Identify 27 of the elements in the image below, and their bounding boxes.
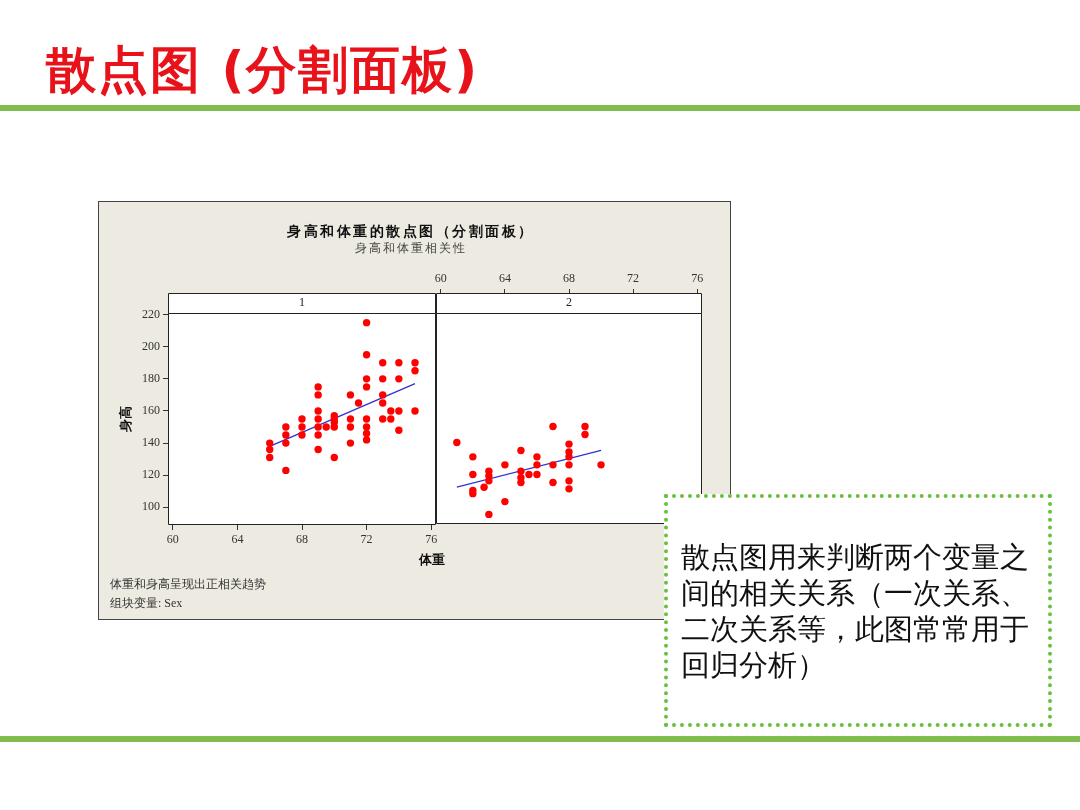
x-tick-label: 68 <box>296 532 308 547</box>
y-tick-label: 160 <box>142 403 160 418</box>
x-axis-title: 体重 <box>418 552 445 568</box>
y-tick-label: 220 <box>142 306 160 321</box>
x-tick-label: 76 <box>691 270 704 285</box>
x-tick-label: 60 <box>166 532 179 547</box>
text: 身高和体重相关性 <box>354 240 468 256</box>
text: 身高和体重的散点图（分割面板） <box>286 222 536 240</box>
y-tick-label: 120 <box>142 467 160 482</box>
text: 散点图 (分割面板) <box>46 41 480 99</box>
x-tick-label: 64 <box>498 270 511 285</box>
text: 组块变量: Sex <box>110 596 183 611</box>
text: 体重和身高呈现出正相关趋势 <box>110 577 266 592</box>
x-tick-label: 76 <box>425 532 438 547</box>
x-tick-label: 68 <box>563 270 575 285</box>
x-tick-label: 72 <box>360 532 373 547</box>
x-tick-label: 64 <box>231 532 244 547</box>
y-axis-title: 身高 <box>118 406 134 433</box>
text: 散点图用来判断两个变量之间的相关关系（一次关系、二次关系等，此图常常用于回归分析） <box>681 539 1030 683</box>
y-tick-label: 140 <box>142 435 160 450</box>
chart-title: 2 <box>566 295 572 310</box>
y-tick-label: 100 <box>142 499 160 514</box>
y-tick-label: 180 <box>142 371 160 385</box>
x-tick-label: 60 <box>434 270 447 285</box>
y-tick-label: 200 <box>142 338 160 353</box>
x-tick-label: 72 <box>627 270 640 285</box>
chart-title: 1 <box>299 295 305 310</box>
